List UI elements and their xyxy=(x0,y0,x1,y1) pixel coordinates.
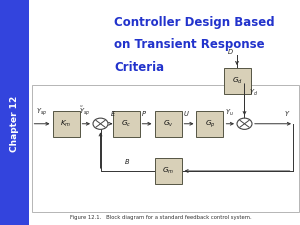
Circle shape xyxy=(237,118,252,129)
Text: Figure 12.1.   Block diagram for a standard feedback control system.: Figure 12.1. Block diagram for a standar… xyxy=(70,215,251,220)
Bar xyxy=(196,111,224,137)
Text: $P$: $P$ xyxy=(141,109,147,118)
Text: $\tilde{Y}_{sp}$: $\tilde{Y}_{sp}$ xyxy=(79,104,90,118)
Text: $G_d$: $G_d$ xyxy=(232,76,242,86)
Text: $U$: $U$ xyxy=(183,109,190,118)
Text: $G_c$: $G_c$ xyxy=(121,119,131,129)
Text: $K_m$: $K_m$ xyxy=(60,119,72,129)
Text: Criteria: Criteria xyxy=(114,61,164,74)
Bar xyxy=(112,111,140,137)
Text: $G_m$: $G_m$ xyxy=(162,166,174,176)
Text: $Y_d$: $Y_d$ xyxy=(249,88,258,98)
Bar xyxy=(154,158,182,184)
Text: $E$: $E$ xyxy=(110,109,116,118)
Bar xyxy=(32,86,298,212)
Bar xyxy=(0,0,28,225)
Text: $Y_u$: $Y_u$ xyxy=(225,108,234,118)
Text: $D$: $D$ xyxy=(226,47,233,56)
Text: $G_v$: $G_v$ xyxy=(163,119,173,129)
Text: Chapter 12: Chapter 12 xyxy=(10,96,19,152)
Circle shape xyxy=(93,118,108,129)
Text: $B$: $B$ xyxy=(124,158,130,166)
Bar xyxy=(154,111,182,137)
Bar xyxy=(52,111,80,137)
Bar xyxy=(224,68,250,94)
Text: $Y$: $Y$ xyxy=(284,109,290,118)
Text: on Transient Response: on Transient Response xyxy=(114,38,265,51)
Text: $G_p$: $G_p$ xyxy=(205,118,215,130)
Text: Controller Design Based: Controller Design Based xyxy=(114,16,274,29)
Text: $Y_{sp}$: $Y_{sp}$ xyxy=(36,107,47,118)
